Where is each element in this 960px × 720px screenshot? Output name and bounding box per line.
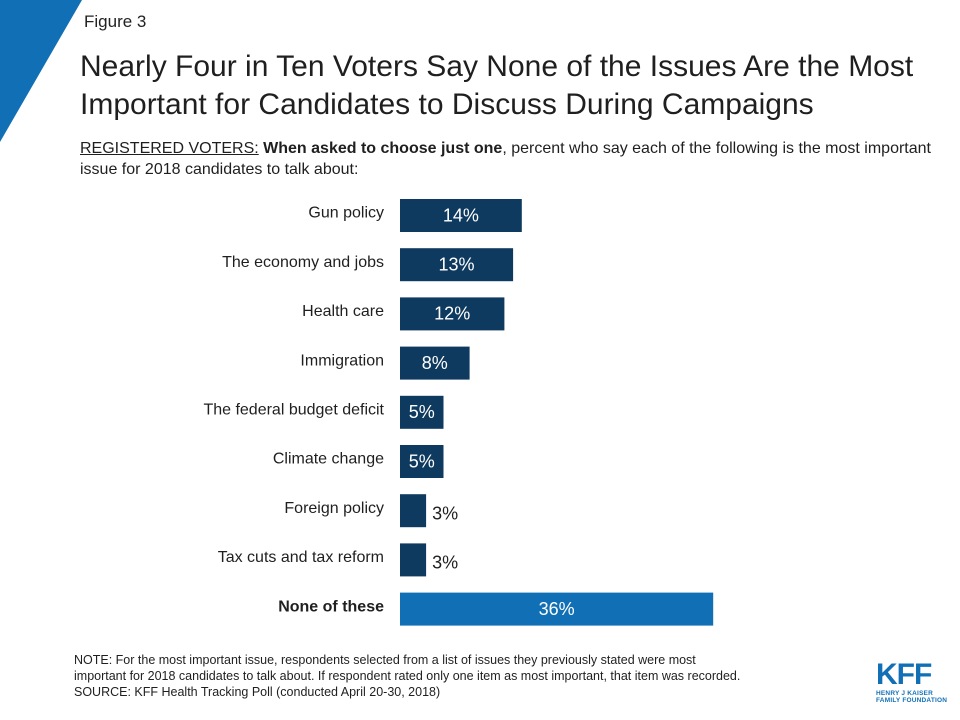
chart-subtitle: REGISTERED VOTERS: When asked to choose … [80,138,940,180]
bar [400,395,444,429]
subtitle-rest: , percent who say each of the following … [80,140,931,178]
bar [400,297,505,331]
category-label: The economy and jobs [222,254,384,271]
category-label: Foreign policy [284,500,384,517]
category-label: Immigration [300,352,384,369]
chart-title: Nearly Four in Ten Voters Say None of th… [80,50,914,121]
bar [400,592,714,626]
value-label: 5% [409,451,435,471]
value-label: 12% [434,304,470,324]
bar-chart: Gun policy 14% The economy and jobs 13% Heal… [203,199,714,626]
category-label: Health care [302,303,384,320]
bar [400,494,427,528]
bar [400,199,522,232]
bar [400,248,514,282]
bar [400,445,444,478]
corner-accent [0,0,82,142]
category-label: None of these [278,598,384,615]
chart-note: NOTE: For the most important issue, resp… [74,652,864,700]
kff-logo: KFF HENRY J KAISER FAMILY FOUNDATION [876,658,948,705]
category-label: The federal budget deficit [203,402,384,419]
category-label: Climate change [273,451,384,468]
value-label: 3% [432,503,458,523]
note-line-2: important for 2018 candidates to talk ab… [74,669,741,683]
bar [400,543,427,577]
figure-label: Figure 3 [84,12,147,31]
value-label: 8% [422,353,448,373]
value-label: 5% [409,402,435,422]
category-label: Gun policy [308,205,384,222]
value-label: 36% [539,599,575,619]
value-label: 3% [432,553,458,573]
bar [400,346,470,380]
logo-line-2: FAMILY FOUNDATION [876,697,948,704]
subtitle-prefix: REGISTERED VOTERS: [80,140,259,157]
note-line-1: NOTE: For the most important issue, resp… [74,653,696,667]
logo-line-1: HENRY J KAISER [876,690,933,697]
subtitle-emphasis: When asked to choose just one [263,140,503,157]
value-label: 13% [439,254,475,274]
logo-mark: KFF [876,658,932,691]
source-line: SOURCE: KFF Health Tracking Poll (conduc… [74,685,441,699]
value-label: 14% [443,205,479,225]
category-label: Tax cuts and tax reform [218,549,384,566]
